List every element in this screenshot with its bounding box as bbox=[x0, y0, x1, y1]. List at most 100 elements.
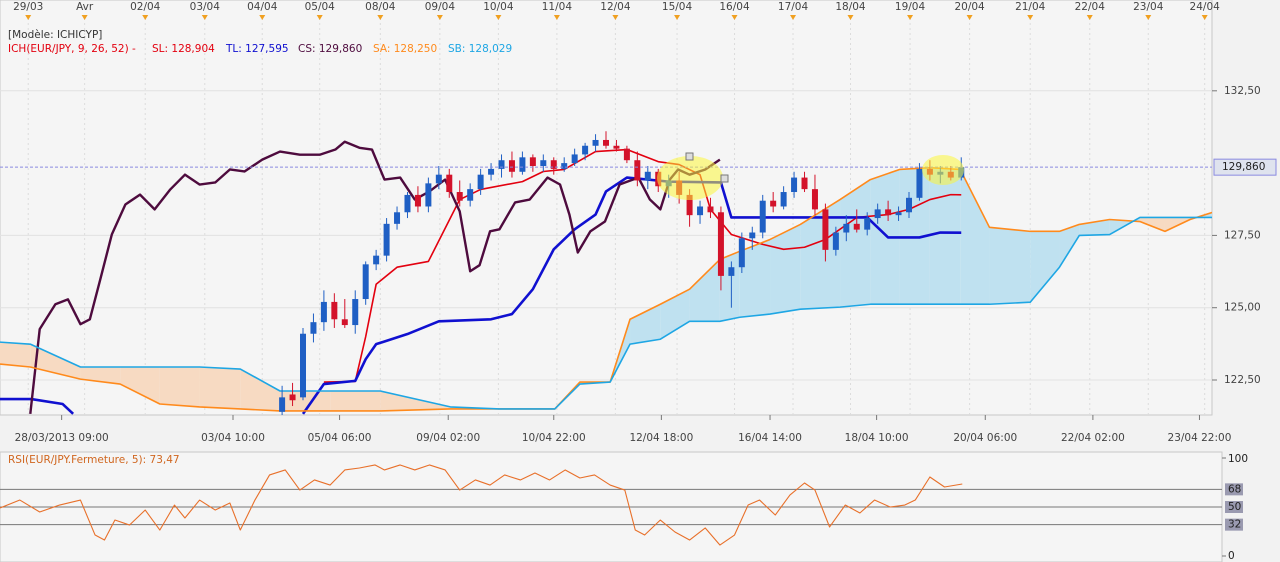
candle-body bbox=[811, 189, 818, 210]
legend-entry: CS: 129,860 bbox=[298, 43, 362, 55]
x-tick-label: 22/04 02:00 bbox=[1061, 432, 1125, 444]
candle-body bbox=[456, 192, 463, 201]
candle-body bbox=[540, 160, 547, 166]
line-series bbox=[0, 397, 75, 415]
cloud-segment bbox=[199, 366, 241, 409]
candle-body bbox=[508, 160, 515, 172]
x-tick-label-top: 11/04 bbox=[542, 1, 573, 13]
candle-body bbox=[770, 200, 777, 207]
candle-body bbox=[874, 209, 881, 219]
x-tick-label-top: 12/04 bbox=[600, 1, 631, 13]
candle-body bbox=[425, 183, 432, 207]
candle-body bbox=[488, 168, 495, 175]
x-tick-mark bbox=[436, 15, 443, 20]
main-plot-area bbox=[0, 0, 1213, 416]
x-tick-label: 09/04 02:00 bbox=[416, 432, 480, 444]
cloud-segment bbox=[689, 259, 720, 322]
candle-body bbox=[394, 212, 401, 224]
candle-body bbox=[738, 238, 745, 268]
x-tick-mark bbox=[790, 15, 797, 20]
x-tick-mark bbox=[259, 15, 266, 20]
cloud-segment bbox=[1139, 217, 1165, 232]
legend-entry: TL: 127,595 bbox=[225, 43, 289, 55]
x-tick-mark bbox=[495, 15, 502, 20]
y-tick-box bbox=[1225, 483, 1243, 496]
x-tick-mark bbox=[201, 15, 208, 20]
line-series bbox=[29, 140, 721, 414]
candle-body bbox=[717, 212, 724, 276]
x-tick-label: 16/04 14:00 bbox=[738, 432, 802, 444]
x-tick-label-top: 16/04 bbox=[719, 1, 750, 13]
last-price-label: 129,860 bbox=[1222, 161, 1265, 173]
x-tick-label-top: Avr bbox=[76, 1, 94, 13]
candle-body bbox=[320, 301, 327, 323]
candle-body bbox=[603, 139, 609, 146]
cloud-segment bbox=[0, 342, 31, 367]
candle-body bbox=[529, 157, 536, 166]
candle-body bbox=[623, 148, 630, 161]
candle-body bbox=[749, 232, 756, 239]
y-tick-label: 132,50 bbox=[1224, 85, 1261, 97]
candle-body bbox=[519, 157, 526, 172]
indicator-label: ICH(EUR/JPY, 9, 26, 52) - bbox=[8, 43, 136, 55]
cloud-segment bbox=[840, 179, 871, 308]
x-tick-label: 03/04 10:00 bbox=[201, 432, 265, 444]
x-tick-mark bbox=[142, 15, 149, 20]
x-tick-mark bbox=[1086, 15, 1093, 20]
highlight-ellipse bbox=[657, 156, 723, 200]
cloud-segment bbox=[660, 289, 690, 340]
x-tick-label-top: 23/04 bbox=[1133, 1, 1164, 13]
candle-body bbox=[435, 174, 442, 184]
y-tick-label: 122,50 bbox=[1224, 374, 1261, 386]
candle-body bbox=[414, 194, 421, 207]
candle-body bbox=[864, 218, 871, 230]
rsi-title: RSI(EUR/JPY.Fermeture, 5): 73,47 bbox=[8, 454, 180, 466]
cloud-segment bbox=[800, 199, 841, 310]
cloud-segment bbox=[719, 251, 740, 322]
candle-body bbox=[373, 255, 380, 265]
candle-body bbox=[279, 397, 286, 412]
candle-body bbox=[331, 301, 338, 320]
x-tick-mark bbox=[731, 15, 738, 20]
candle-body bbox=[822, 209, 829, 250]
cloud-segment bbox=[989, 227, 1031, 305]
highlight-ellipse bbox=[922, 155, 964, 185]
candle-body bbox=[843, 223, 850, 233]
y-tick-label: 68 bbox=[1228, 483, 1241, 495]
x-tick-label-top: 20/04 bbox=[954, 1, 985, 13]
candle-body bbox=[352, 299, 359, 326]
candle-body bbox=[592, 139, 599, 146]
legend-entry: SA: 128,250 bbox=[373, 43, 437, 55]
y-tick-label: 32 bbox=[1228, 519, 1241, 531]
rsi-panel: 0 32 50 68 100 bbox=[0, 453, 1248, 562]
cloud-segment bbox=[929, 167, 961, 305]
cloud-segment bbox=[330, 390, 381, 411]
x-tick-label-top: 03/04 bbox=[190, 1, 221, 13]
candle-body bbox=[289, 394, 296, 401]
y-tick-label: 127,50 bbox=[1224, 229, 1261, 241]
candle-body bbox=[404, 194, 411, 213]
x-tick-label-top: 24/04 bbox=[1190, 1, 1221, 13]
handle bbox=[685, 152, 694, 161]
candle-body bbox=[498, 160, 505, 169]
cloud-segment bbox=[870, 169, 900, 305]
candle-body bbox=[906, 197, 912, 213]
x-tick-mark bbox=[1145, 15, 1152, 20]
x-tick-label-top: 15/04 bbox=[662, 1, 693, 13]
cloud-segment bbox=[960, 169, 990, 305]
candle-body bbox=[341, 319, 348, 326]
x-tick-label-top: 19/04 bbox=[895, 1, 926, 13]
y-tick-label: 125,00 bbox=[1224, 302, 1261, 314]
x-tick-mark bbox=[966, 15, 973, 20]
x-tick-mark bbox=[1027, 15, 1034, 20]
handle bbox=[720, 174, 729, 183]
candle-body bbox=[300, 333, 306, 398]
cloud-segment bbox=[1030, 231, 1060, 303]
candle-body bbox=[832, 232, 839, 250]
x-tick-label-top: 04/04 bbox=[247, 1, 278, 13]
candle-body bbox=[571, 154, 578, 164]
candle-body bbox=[697, 206, 704, 216]
x-tick-label-top: 17/04 bbox=[778, 1, 809, 13]
x-tick-mark bbox=[316, 15, 323, 20]
candle-body bbox=[310, 322, 317, 334]
